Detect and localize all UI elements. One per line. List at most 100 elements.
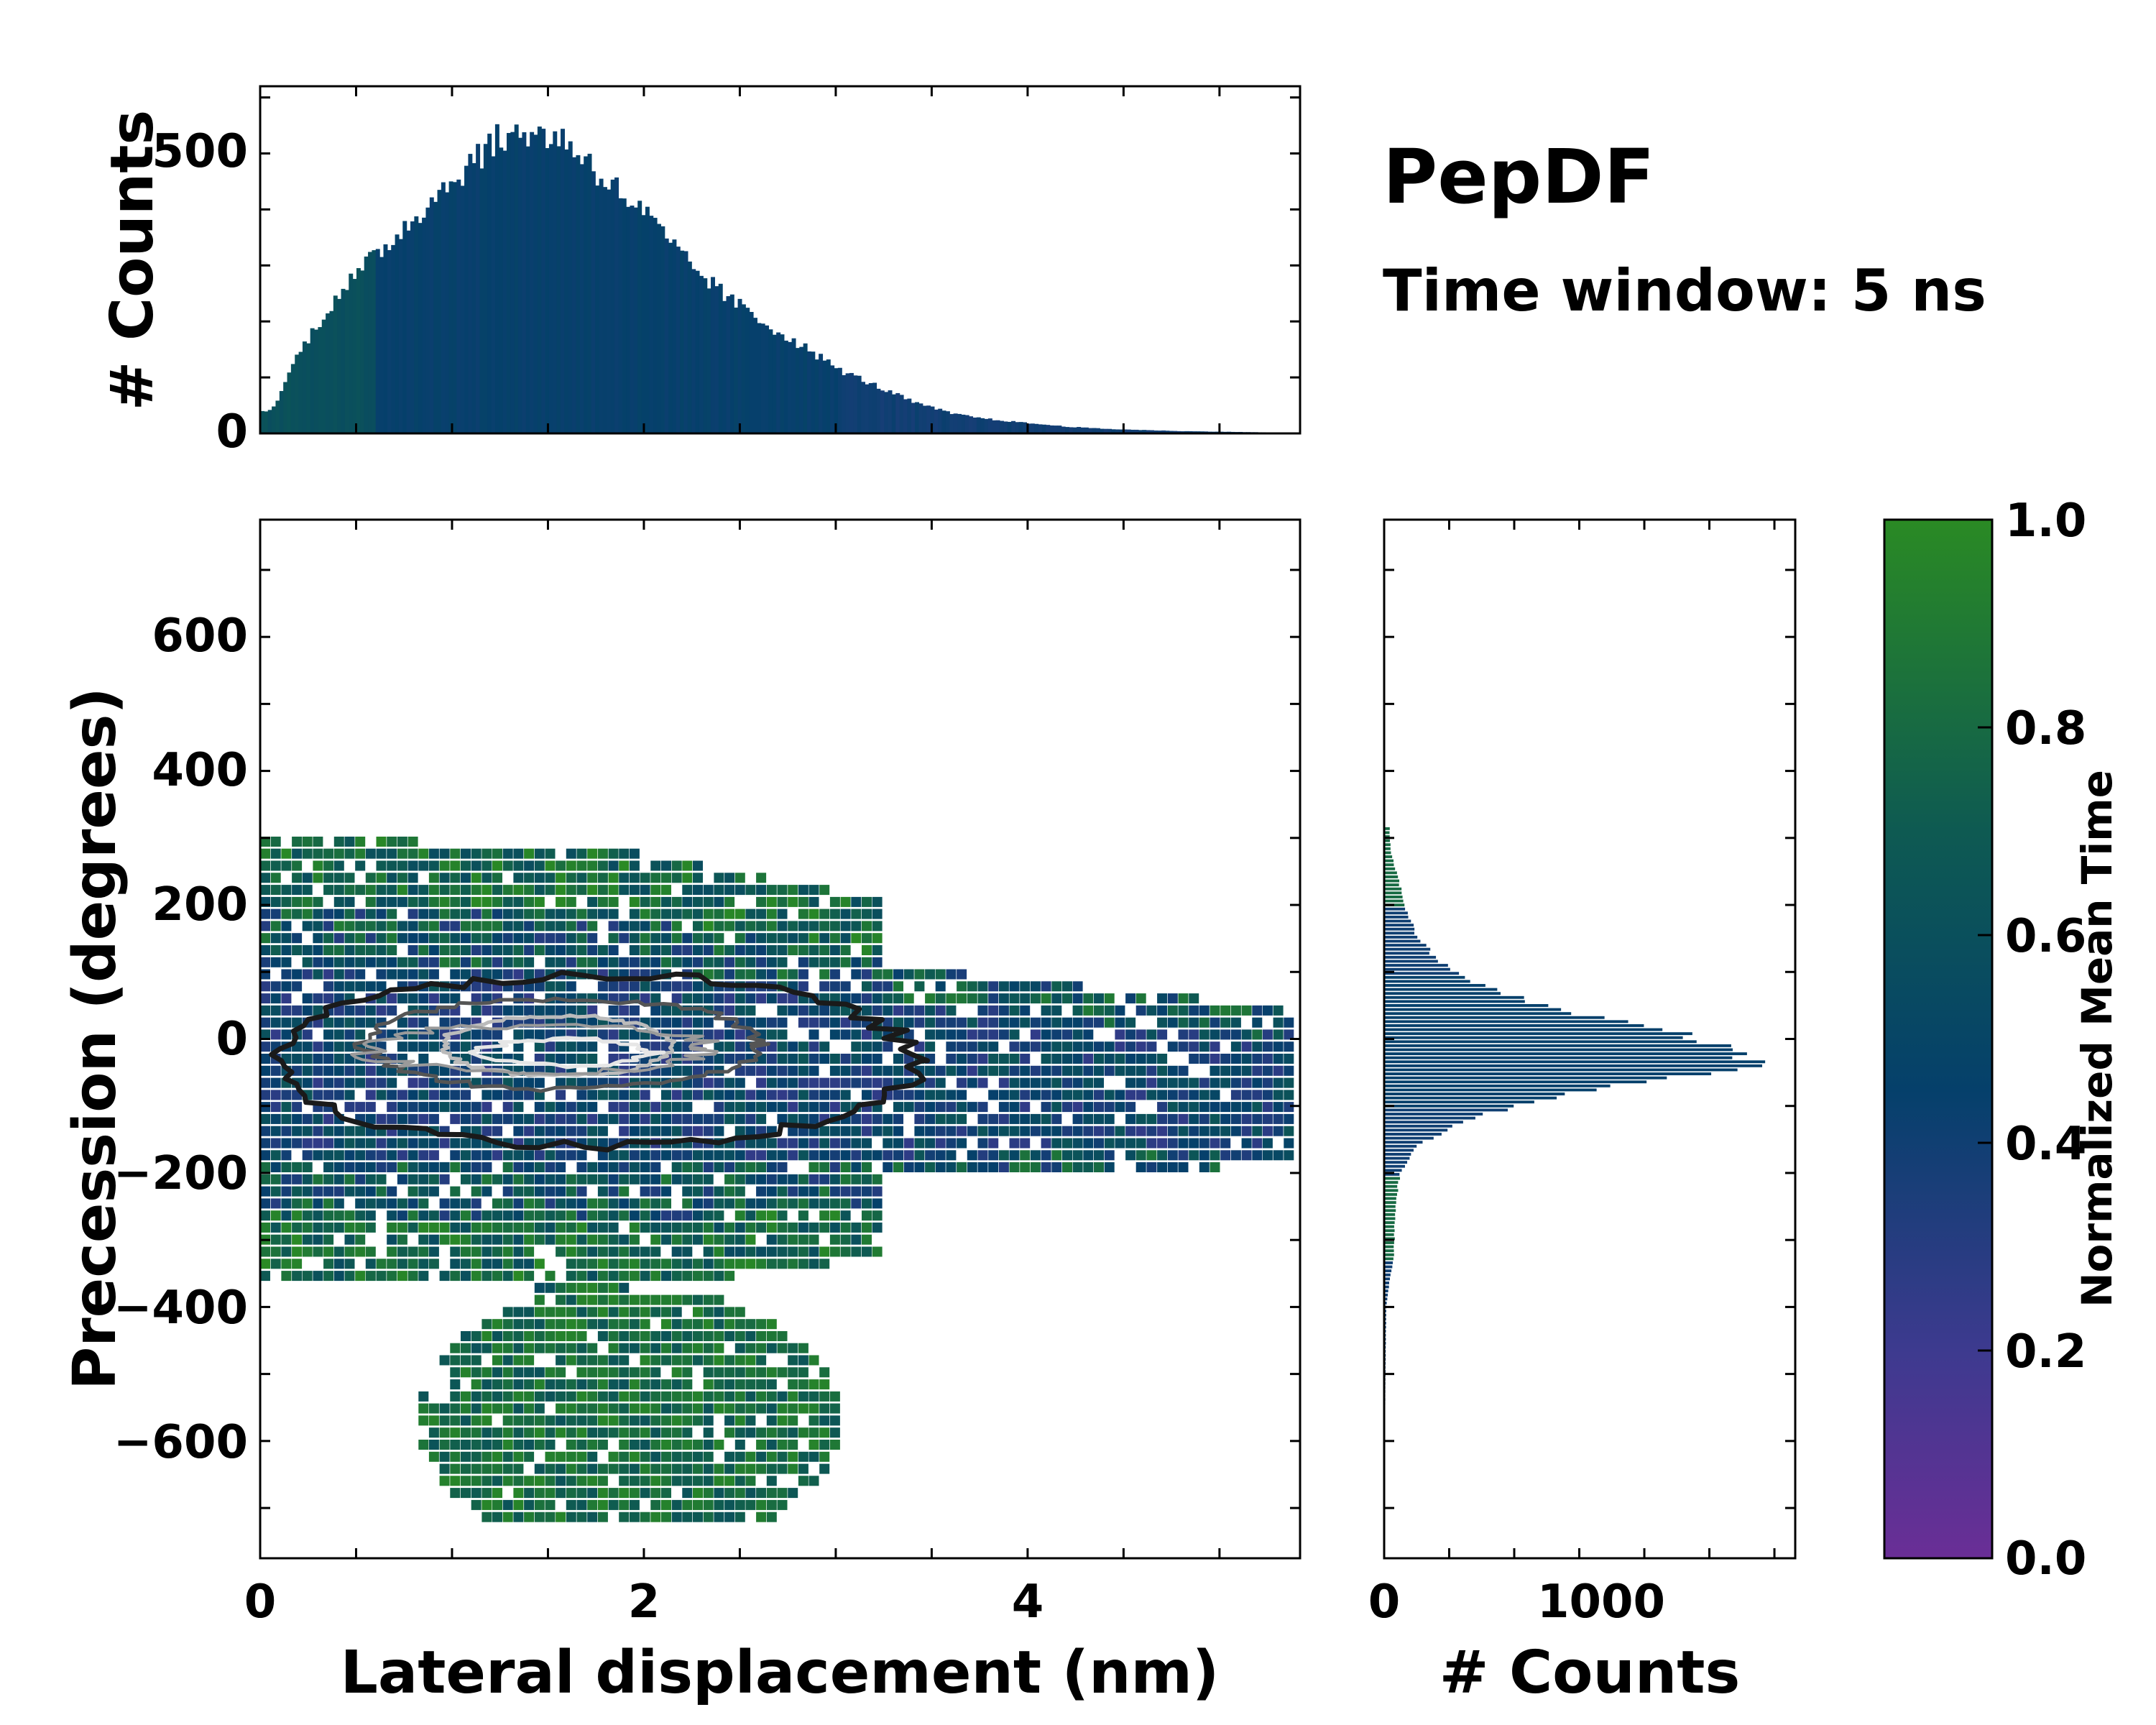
heatmap-cell <box>703 933 714 944</box>
heatmap-cell <box>619 1113 630 1124</box>
heatmap-cell <box>534 1234 545 1245</box>
heatmap-cell <box>640 1307 650 1317</box>
heatmap-cell <box>640 1463 650 1474</box>
heatmap-cell <box>1125 1065 1136 1076</box>
heatmap-cell <box>714 873 724 883</box>
heatmap-cell <box>1020 1162 1031 1172</box>
heatmap-cell <box>1072 1005 1083 1016</box>
heatmap-cell <box>714 1113 724 1124</box>
heatmap-cell <box>534 1005 545 1016</box>
top-histogram-bar <box>734 307 739 433</box>
top-histogram-bar <box>499 147 504 433</box>
heatmap-cell <box>734 1246 745 1257</box>
heatmap-cell <box>524 873 535 883</box>
heatmap-cell <box>1104 1162 1115 1172</box>
heatmap-cell <box>671 1090 682 1100</box>
heatmap-cell <box>302 1271 313 1282</box>
heatmap-cell <box>461 1463 471 1474</box>
top-histogram-bar <box>487 133 492 433</box>
heatmap-cell <box>482 1090 492 1100</box>
heatmap-cell <box>766 1234 777 1245</box>
heatmap-cell <box>714 885 724 896</box>
heatmap-cell <box>524 1331 535 1341</box>
heatmap-cell <box>313 1126 323 1136</box>
heatmap-cell <box>450 921 461 932</box>
heatmap-cell <box>556 957 566 967</box>
heatmap-cell <box>862 1054 872 1064</box>
heatmap-cell <box>1115 1126 1125 1136</box>
heatmap-cell <box>724 1463 735 1474</box>
right-histogram-bar <box>1384 863 1394 867</box>
right-histogram-bar <box>1384 1024 1644 1027</box>
heatmap-cell <box>1189 1017 1199 1028</box>
right-histogram-bar <box>1384 927 1415 931</box>
heatmap-cell <box>819 921 830 932</box>
heatmap-cell <box>714 1463 724 1474</box>
heatmap-cell <box>1199 1126 1210 1136</box>
heatmap-cell <box>671 1017 682 1028</box>
heatmap-cell <box>840 1102 851 1113</box>
heatmap-cell <box>418 1415 429 1426</box>
heatmap-cell <box>513 873 524 883</box>
heatmap-cell <box>1051 1054 1062 1064</box>
heatmap-cell <box>1199 1102 1210 1113</box>
heatmap-cell <box>608 1090 619 1100</box>
top-histogram-bar <box>545 148 550 434</box>
chart-subtitle: Time window: 5 ns <box>1383 257 1986 324</box>
heatmap-cell <box>428 1090 439 1100</box>
heatmap-cell <box>629 1307 640 1317</box>
heatmap-cell <box>471 1138 482 1149</box>
heatmap-cell <box>556 1331 566 1341</box>
heatmap-cell <box>492 1198 502 1209</box>
heatmap-cell <box>302 1113 313 1124</box>
heatmap-cell <box>281 1150 292 1161</box>
heatmap-cell <box>756 908 767 919</box>
heatmap-cell <box>829 1246 840 1257</box>
heatmap-cell <box>461 957 471 967</box>
heatmap-cell <box>524 1307 535 1317</box>
heatmap-cell <box>513 1319 524 1330</box>
heatmap-cell <box>608 1282 619 1293</box>
heatmap-cell <box>766 945 777 955</box>
heatmap-cell <box>925 969 936 980</box>
heatmap-cell <box>556 1102 566 1113</box>
heatmap-cell <box>619 933 630 944</box>
heatmap-cell <box>524 1174 535 1184</box>
right-marginal-bars <box>1384 827 1766 1442</box>
heatmap-cell <box>281 1090 292 1100</box>
heatmap-cell <box>524 1210 535 1221</box>
top-histogram-bar <box>395 234 400 433</box>
heatmap-cell <box>671 921 682 932</box>
heatmap-cell <box>808 1077 819 1088</box>
heatmap-cell <box>714 1343 724 1353</box>
heatmap-cell <box>1167 1162 1178 1172</box>
top-histogram-bar <box>783 340 788 433</box>
heatmap-cell <box>798 1126 808 1136</box>
heatmap-cell <box>260 1126 270 1136</box>
heatmap-cell <box>397 860 407 871</box>
heatmap-cell <box>829 1162 840 1172</box>
heatmap-cell <box>608 860 619 871</box>
top-histogram-bar <box>834 368 839 433</box>
heatmap-cell <box>355 1065 366 1076</box>
heatmap-cell <box>1273 1054 1284 1064</box>
heatmap-cell <box>566 1488 576 1499</box>
heatmap-cell <box>576 1210 587 1221</box>
heatmap-cell <box>1178 1041 1189 1052</box>
heatmap-cell <box>387 1259 397 1269</box>
heatmap-cell <box>1020 1150 1031 1161</box>
heatmap-cell <box>1094 1126 1104 1136</box>
heatmap-cell <box>566 1463 576 1474</box>
heatmap-cell <box>597 1476 608 1486</box>
heatmap-cell <box>387 1077 397 1088</box>
heatmap-cell <box>502 848 513 859</box>
heatmap-cell <box>650 1488 661 1499</box>
heatmap-cell <box>302 1174 313 1184</box>
heatmap-cell <box>576 1499 587 1510</box>
heatmap-cell <box>1284 1102 1294 1113</box>
heatmap-cell <box>629 945 640 955</box>
heatmap-cell <box>482 1150 492 1161</box>
heatmap-cell <box>556 1174 566 1184</box>
heatmap-cell <box>893 981 903 992</box>
heatmap-cell <box>502 1102 513 1113</box>
